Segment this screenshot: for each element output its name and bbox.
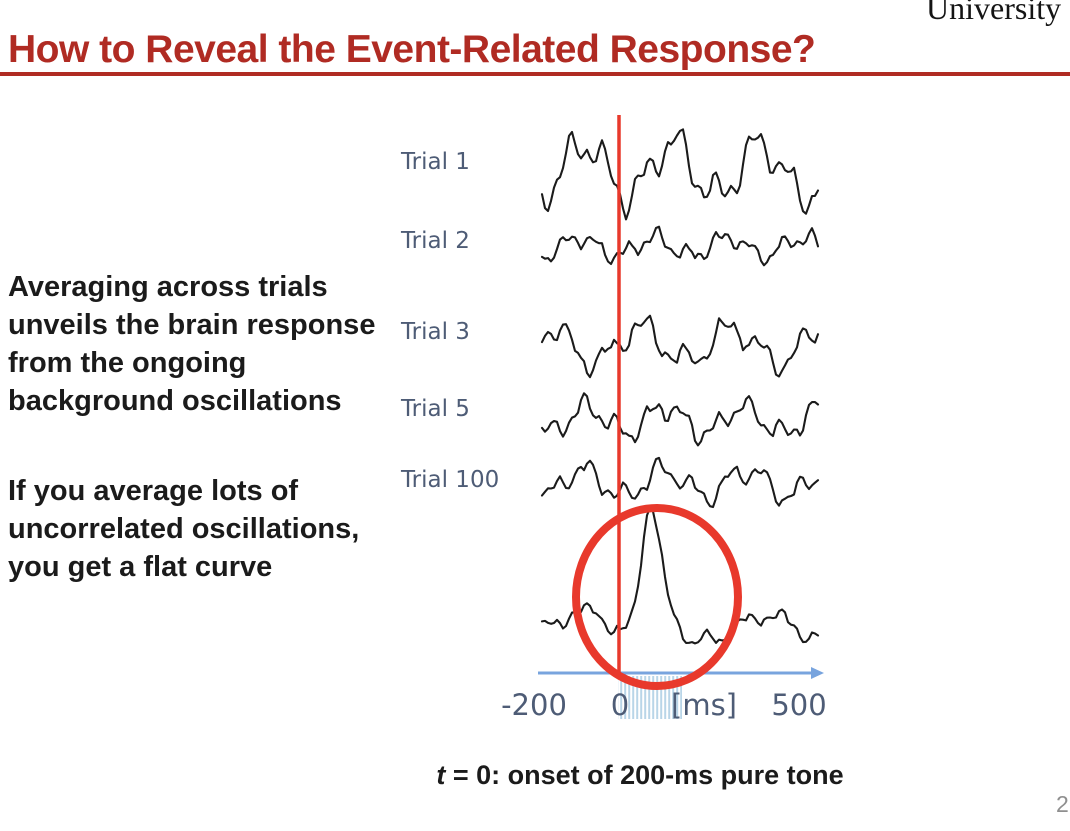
t-symbol: t <box>436 760 446 790</box>
text-line: If you average lots of <box>8 475 299 507</box>
text-line: background oscillations <box>8 385 342 417</box>
trial-5-waveform <box>540 392 820 447</box>
axis-tick-500: 500 <box>771 688 827 722</box>
text-line: uncorrelated oscillations, <box>8 513 360 545</box>
text-line: unveils the brain response <box>8 309 376 341</box>
trial-2-waveform <box>540 225 820 267</box>
text-line: you get a flat curve <box>8 551 273 583</box>
trial-1-label: Trial 1 <box>401 149 470 175</box>
trial-100-waveform <box>540 456 820 509</box>
title-underline <box>0 72 1070 76</box>
erp-peak-highlight-circle <box>572 504 742 690</box>
eeg-trials-plot <box>538 115 824 719</box>
trial-3-label: Trial 3 <box>401 319 470 345</box>
axis-tick-neg200: -200 <box>501 688 567 722</box>
text-line: from the ongoing <box>8 347 247 379</box>
caption: t = 0: onset of 200-ms pure tone <box>340 760 940 791</box>
caption-text: = 0: onset of 200-ms pure tone <box>445 760 844 790</box>
trial-3-waveform <box>540 314 820 379</box>
average-erp-waveform <box>540 506 820 645</box>
trial-100-label: Trial 100 <box>401 467 500 493</box>
university-wordmark: University <box>926 0 1062 26</box>
trial-5-label: Trial 5 <box>401 396 470 422</box>
slide-title: How to Reveal the Event-Related Response… <box>8 28 816 71</box>
text-line: Averaging across trials <box>8 271 328 303</box>
axis-tick-zero: 0 <box>610 688 630 722</box>
time-axis-arrowhead <box>811 667 824 679</box>
page-number: 2 <box>1056 791 1069 817</box>
trial-1-waveform <box>540 128 820 221</box>
axis-unit-label: [ms] <box>671 688 737 722</box>
trial-2-label: Trial 2 <box>401 228 470 254</box>
averaging-explanation-text: Averaging across trials unveils the brai… <box>8 268 375 420</box>
flat-curve-explanation-text: If you average lots of uncorrelated osci… <box>8 472 359 586</box>
